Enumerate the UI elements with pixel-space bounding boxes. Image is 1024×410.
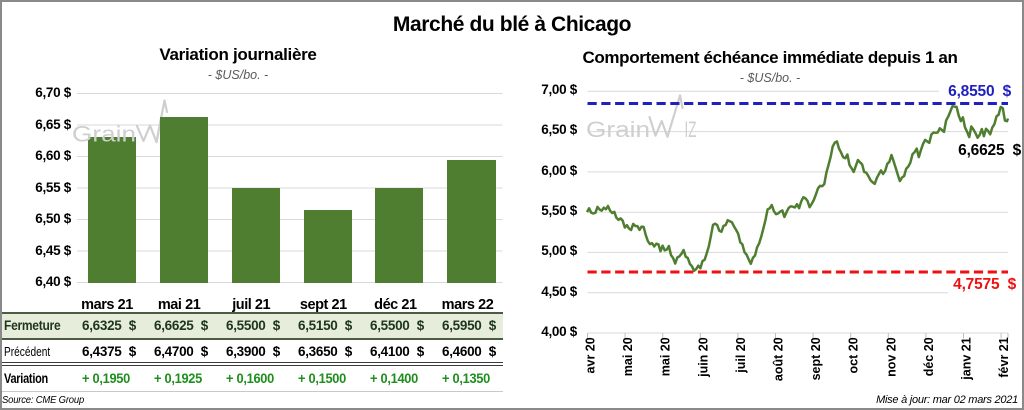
svg-text:août 20: août 20 bbox=[772, 337, 786, 381]
svg-text:déc 20: déc 20 bbox=[922, 337, 936, 376]
svg-text:juil 20: juil 20 bbox=[734, 337, 748, 373]
svg-text:Grain: Grain bbox=[72, 122, 136, 147]
svg-text:janv 21: janv 21 bbox=[960, 337, 974, 380]
svg-text:mai 20: mai 20 bbox=[621, 337, 635, 376]
svg-text:IZ: IZ bbox=[685, 117, 697, 142]
svg-text:juin 20: juin 20 bbox=[696, 337, 710, 378]
svg-text:oct 20: oct 20 bbox=[847, 337, 861, 373]
svg-text:févr 21: févr 21 bbox=[997, 337, 1011, 377]
svg-text:sept 20: sept 20 bbox=[809, 337, 823, 380]
svg-text:Grain: Grain bbox=[586, 117, 650, 142]
svg-text:avr 20: avr 20 bbox=[584, 337, 598, 373]
svg-text:mai 20: mai 20 bbox=[659, 337, 673, 376]
svg-text:nov 20: nov 20 bbox=[884, 337, 898, 377]
